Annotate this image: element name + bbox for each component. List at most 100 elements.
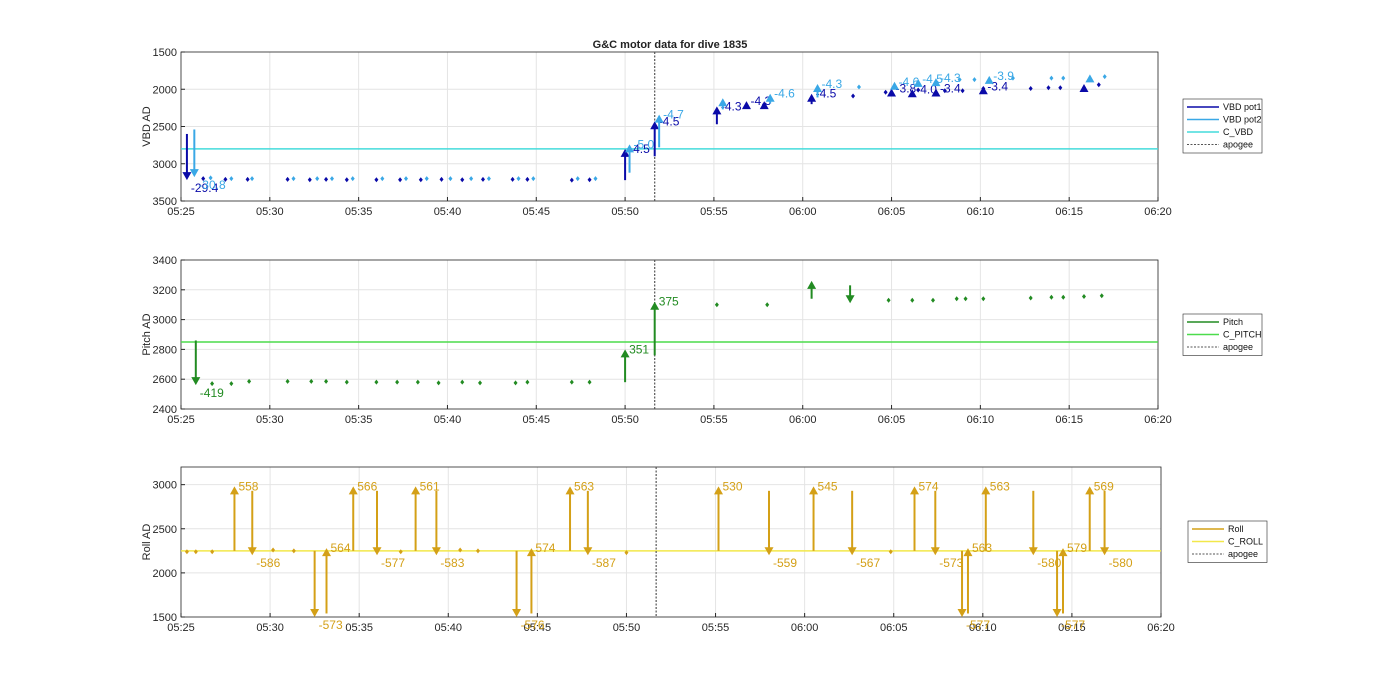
chart-panel-1: 05:25 05:30 05:35 05:40 05:45 05:50 05:55 06:00… [141,47,1263,218]
event-label: -576 [521,618,545,632]
x-tick-label: 05:40 [434,206,462,218]
y-tick-label: 1500 [153,612,177,624]
y-tick-label: 3000 [153,159,177,171]
data-point [910,297,915,303]
event-label: -567 [856,556,880,570]
data-point [460,379,465,385]
data-point [531,176,536,182]
data-point [245,176,250,182]
y-axis-label: Pitch AD [141,313,153,355]
event-label: -29.4 [191,181,219,195]
data-point [344,379,349,385]
data-point [324,176,329,182]
data-point [981,296,986,302]
data-point [1099,293,1104,299]
data-point [765,302,770,308]
event-arrow-head [372,547,382,556]
event-label: 530 [723,479,743,493]
event-label: -583 [440,556,464,570]
event-label: 579 [1067,541,1087,555]
y-tick-label: 3400 [153,255,177,267]
x-tick-label: 06:10 [967,206,995,218]
data-point [247,378,252,384]
x-tick-label: 06:20 [1147,622,1175,634]
y-tick-label: 3200 [153,285,177,297]
chart-panel-3: 05:25 05:30 05:35 05:40 05:45 05:50 05:55 06:00… [141,466,1268,634]
event-arrow-head [759,101,769,110]
event-label: 351 [629,342,649,356]
data-point [916,87,921,93]
data-point [569,379,574,385]
event-label: 545 [818,479,838,493]
event-label: -586 [256,556,280,570]
event-label: -577 [1061,618,1085,632]
data-point [350,176,355,182]
data-point [525,379,530,385]
event-arrow-head [1028,547,1038,556]
data-point [475,548,480,554]
data-point [883,89,888,95]
data-point [1058,85,1063,91]
event-label: 563 [972,541,992,555]
y-axis-label: VBD AD [141,106,153,146]
data-point [1081,294,1086,300]
event-label: -4.5 [629,142,650,156]
event-label: 564 [331,541,351,555]
event-arrow-head [957,609,967,617]
event-label: 574 [535,541,555,555]
data-point [957,77,962,83]
event-label: -580 [1109,556,1133,570]
event-arrow-head [813,84,823,93]
x-tick-label: 06:05 [878,414,906,426]
data-point [478,380,483,386]
chart-panel-2: 05:25 05:30 05:35 05:40 05:45 05:50 05:55 06:00… [141,255,1263,426]
data-point [1010,75,1015,81]
event-label: -419 [200,386,224,400]
x-tick-label: 06:00 [789,206,817,218]
event-arrow-head [411,486,421,495]
axes-box [180,466,1162,618]
y-tick-label: 2500 [153,524,177,536]
data-point [486,176,491,182]
x-tick-label: 06:10 [969,622,997,634]
legend-entry: VBD pot2 [1223,115,1262,125]
event-label: 566 [357,479,377,493]
data-point [193,549,198,555]
event-arrow-head [930,547,940,556]
event-arrow-head [907,89,917,98]
data-point [250,176,255,182]
event-arrow-head [189,169,199,178]
event-arrow-head [650,121,660,130]
legend-entry: C_ROLL [1228,537,1263,547]
event-arrow-head [620,148,630,157]
y-tick-label: 1500 [153,47,177,59]
data-point [525,176,530,182]
data-point [575,176,580,182]
data-point [229,381,234,387]
event-arrow-head [1052,609,1062,617]
event-arrow-head [191,377,201,386]
event-arrow-head [565,486,575,495]
data-point [329,176,334,182]
data-point [210,381,215,387]
data-point [208,175,213,181]
x-tick-label: 05:30 [256,414,284,426]
data-point [714,302,719,308]
data-point [510,176,515,182]
event-arrow-head [809,486,819,495]
event-label: 561 [420,479,440,493]
data-point [458,547,463,553]
event-arrow-head [526,548,536,557]
event-label: -4.7 [663,108,684,122]
event-label: 563 [990,479,1010,493]
data-point [315,176,320,182]
data-point [374,379,379,385]
event-arrow-head [963,548,973,557]
data-point [1049,75,1054,81]
event-arrow-head [322,548,332,557]
event-arrow-head [887,88,897,97]
x-tick-label: 06:00 [789,414,817,426]
